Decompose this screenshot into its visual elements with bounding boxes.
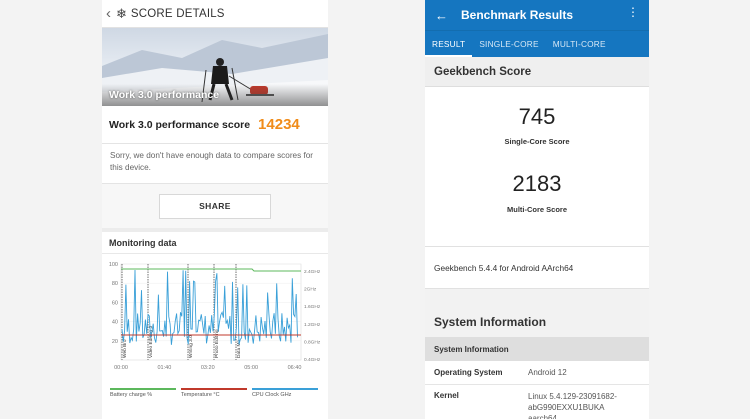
phase-label: Data Ma (236, 340, 242, 358)
hero-image: Work 3.0 performance (102, 28, 328, 106)
phase-label: Web Bro (122, 339, 128, 358)
multi-core-label: Multi-Core Score (506, 205, 567, 214)
monitoring-panel: Monitoring data 100 80 60 40 20 2.4GHz 2GHz 1.… (102, 232, 328, 419)
os-row: Operating System Android 12 (425, 361, 649, 385)
cpu-tick-label: 2GHz (304, 287, 317, 293)
chart-legend: Battery charge % Temperature °C CPU Cloc… (110, 388, 322, 402)
y-tick-label: 80 (112, 281, 118, 287)
x-tick-label: 01:40 (157, 365, 171, 371)
share-section: SHARE (102, 184, 328, 228)
kernel-row: Kernel Linux 5.4.129-23091682- abG990EXX… (425, 385, 649, 419)
geekbench-score-heading: Geekbench Score (425, 57, 649, 87)
share-button[interactable]: SHARE (159, 193, 271, 219)
os-key: Operating System (434, 368, 503, 377)
pcmark-screen: ‹ ❄ SCORE DETAILS Work 3.0 performance W… (102, 0, 328, 419)
legend-battery: Battery charge % (110, 388, 176, 398)
y-tick-label: 60 (112, 300, 118, 306)
score-card: Work 3.0 performance score 14234 (102, 106, 328, 144)
x-tick-label: 05:00 (244, 365, 258, 371)
os-value: Android 12 (528, 368, 567, 377)
x-tick-label: 06:40 (288, 365, 302, 371)
y-axis-labels: 100 80 60 40 20 (109, 262, 118, 345)
tab-bar: RESULT SINGLE-CORE MULTI-CORE (425, 30, 649, 57)
legend-cpu: CPU Clock GHz (252, 388, 318, 398)
comparison-notice: Sorry, we don't have enough data to comp… (102, 144, 328, 184)
phase-label: Photo Editing (214, 329, 220, 358)
tab-multi-core[interactable]: MULTI-CORE (552, 39, 606, 49)
score-card: 745 Single-Core Score 2183 Multi-Core Sc… (425, 87, 649, 247)
monitoring-chart: 100 80 60 40 20 2.4GHz 2GHz 1.6GHz 1.2GHz 0.8GHz… (109, 262, 321, 371)
monitoring-title: Monitoring data (102, 232, 328, 254)
hero-caption: Work 3.0 performance (109, 89, 220, 101)
score-details-header: ‹ ❄ SCORE DETAILS (102, 0, 328, 28)
x-tick-label: 00:00 (114, 365, 128, 371)
y-tick-label: 100 (109, 262, 118, 268)
single-core-value: 745 (518, 104, 556, 129)
x-tick-label: 03:20 (201, 365, 215, 371)
more-vert-icon[interactable]: ⋮ (627, 5, 639, 19)
chevron-left-icon[interactable]: ‹ (106, 5, 111, 22)
system-information-subheading: System Information (425, 337, 649, 361)
system-information-heading: System Information (425, 289, 649, 337)
page-title: SCORE DETAILS (130, 7, 225, 20)
cpu-tick-label: 2.4GHz (304, 269, 321, 275)
score-value: 14234 (258, 116, 300, 133)
battery-series (121, 268, 301, 272)
y-tick-label: 40 (112, 320, 118, 326)
kernel-value: Linux 5.4.129-23091682- abG990EXXU1BUKA … (528, 392, 617, 419)
kernel-key: Kernel (434, 391, 459, 400)
app-bar: ← Benchmark Results ⋮ (425, 0, 649, 30)
tab-result[interactable]: RESULT (425, 30, 473, 57)
cpu-tick-label: 0.8GHz (304, 339, 321, 345)
single-core-label: Single-Core Score (504, 137, 570, 146)
x-axis-labels: 00:00 01:40 03:20 05:00 06:40 (114, 365, 301, 371)
tab-single-core[interactable]: SINGLE-CORE (479, 39, 539, 49)
cpu-axis-labels: 2.4GHz 2GHz 1.6GHz 1.2GHz 0.8GHz 0.4GHz (304, 269, 321, 363)
multi-core-value: 2183 (512, 171, 562, 196)
phase-label: Writing 3.0 (188, 335, 194, 358)
y-tick-label: 20 (112, 339, 118, 345)
arrow-left-icon[interactable]: ← (435, 7, 448, 23)
phase-label: Video Editing 3 (148, 325, 154, 358)
cpu-tick-label: 1.2GHz (304, 322, 321, 328)
app-bar-title: Benchmark Results (461, 8, 574, 22)
cpu-tick-label: 1.6GHz (304, 304, 321, 310)
geekbench-version: Geekbench 5.4.4 for Android AArch64 (425, 247, 649, 289)
cpu-tick-label: 0.4GHz (304, 357, 321, 363)
snowflake-icon: ❄ (116, 6, 127, 21)
geekbench-screen: ← Benchmark Results ⋮ RESULT SINGLE-CORE… (425, 0, 649, 419)
legend-temperature: Temperature °C (181, 388, 247, 398)
score-label: Work 3.0 performance score (109, 118, 251, 131)
